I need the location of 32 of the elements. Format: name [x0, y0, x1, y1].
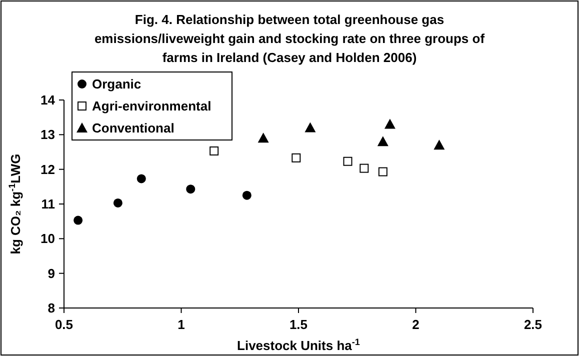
- point: [258, 132, 269, 143]
- y-tick-label: 13: [40, 127, 55, 142]
- point: [378, 167, 388, 176]
- chart-title: Fig. 4. Relationship between total greenhouse gas emissions/liveweight gain and stocking rate on three groups of farms in Ireland (Casey and Holden 2006): [94, 12, 486, 65]
- point: [384, 118, 396, 129]
- point: [292, 153, 301, 162]
- legend-label: Conventional: [92, 120, 174, 136]
- point: [242, 190, 252, 200]
- point: [74, 216, 83, 225]
- point: [186, 184, 196, 194]
- point: [113, 198, 122, 208]
- point: [434, 140, 445, 150]
- y-tick-label: 11: [41, 196, 55, 212]
- x-tick-label: 0.5: [54, 317, 74, 332]
- x-axis-title: Livestock Units ha$^{-1}$: [237, 337, 360, 353]
- y-tick-label: 8: [48, 300, 55, 316]
- x-tick-label: 1.5: [289, 317, 308, 332]
- x-tick-label: 2.5: [524, 317, 542, 332]
- point: [377, 136, 388, 146]
- legend-label: Organic: [92, 76, 142, 92]
- point: [304, 122, 316, 132]
- y-tick-label: 10: [40, 231, 55, 246]
- y-tick-label: 9: [48, 266, 55, 281]
- y-tick-label: 12: [40, 162, 55, 177]
- point: [360, 164, 369, 173]
- x-tick-label: 2: [412, 317, 420, 332]
- point: [210, 146, 219, 156]
- x-tick-label: 1: [178, 317, 185, 332]
- y-tick-label: 14: [40, 92, 56, 108]
- point: [136, 174, 146, 184]
- point: [343, 156, 352, 166]
- legend-label: Agri-environmental: [92, 98, 212, 114]
